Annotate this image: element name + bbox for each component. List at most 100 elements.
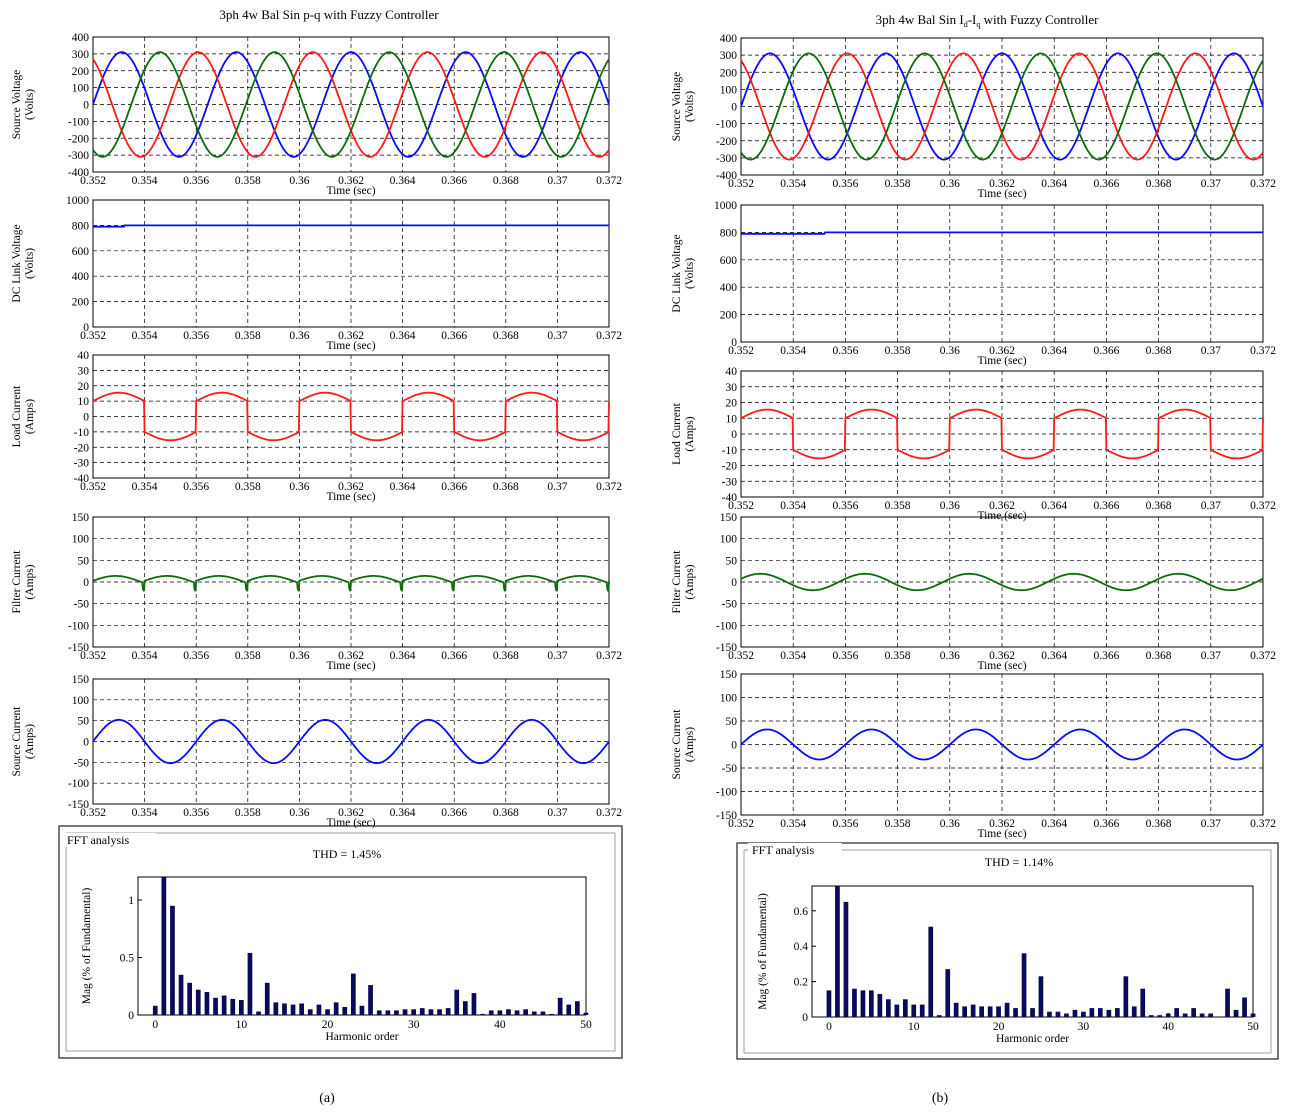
b-fft-bar-h32 bbox=[1098, 1008, 1103, 1017]
a-fft-plot: 0 10 20 30 40 50 1 0.5 0 Harmonic order Mag (% of … bbox=[81, 876, 592, 1043]
a-fft-bar-h39 bbox=[488, 1010, 494, 1015]
b-fft-xtick-label: 10 bbox=[908, 1021, 920, 1033]
b-fft-bar-h38 bbox=[1148, 1015, 1154, 1017]
b-dc-link-voltage-ytick-label: 600 bbox=[720, 255, 738, 267]
a-load-current-xtick-label: 0.36 bbox=[289, 481, 309, 493]
b-source-voltage-ytick-label: 0 bbox=[731, 102, 737, 114]
b-fft-ytick-label: 0 bbox=[802, 1012, 808, 1024]
a-dc-link-voltage-xtick-label: 0.36 bbox=[289, 330, 309, 342]
a-load-current-xtick-label: 0.364 bbox=[390, 481, 416, 493]
a-fft-ytick-label: 0.5 bbox=[120, 953, 135, 965]
a-source-voltage-xtick-label: 0.368 bbox=[493, 175, 519, 187]
b-fft-ytick-label: 0.4 bbox=[794, 941, 809, 953]
panel-a-fft-box: FFT analysis THD = 1.45% bbox=[58, 825, 623, 1059]
b-fft-xtick-label: 30 bbox=[1078, 1021, 1090, 1033]
b-load-current-ytick-label: 40 bbox=[726, 366, 738, 378]
b-fft-xtick-label: 40 bbox=[1162, 1021, 1174, 1033]
a-fft-bar-h14 bbox=[273, 1002, 279, 1015]
b-source-current-ylabel: Source Current(Amps) bbox=[671, 709, 696, 780]
a-source-current-xtick-label: 0.366 bbox=[441, 807, 467, 819]
a-dc-link-voltage-ytick-label: 800 bbox=[72, 220, 90, 232]
b-filter-current-xtick-label: 0.364 bbox=[1041, 650, 1067, 662]
a-source-current-ytick-label: -50 bbox=[74, 757, 90, 769]
a-filter-current-xtick-label: 0.37 bbox=[547, 650, 567, 662]
a-load-current-plot: 0.352 0.354 0.356 0.358 0.36 0.362 0.364 0.366 0… bbox=[11, 350, 622, 503]
b-load-current-xtick-label: 0.372 bbox=[1250, 500, 1276, 512]
a-fft-bar-h47 bbox=[557, 997, 563, 1016]
a-filter-current-xtick-label: 0.362 bbox=[338, 650, 364, 662]
a-load-current-xtick-label: 0.358 bbox=[235, 481, 261, 493]
b-filter-current-ytick-label: 50 bbox=[726, 555, 738, 567]
a-filter-current-ytick-label: -100 bbox=[68, 620, 89, 632]
b-load-current-series-red bbox=[740, 408, 1264, 460]
a-fft-bar-h20 bbox=[325, 1009, 330, 1016]
a-dc-link-voltage-ytick-label: 400 bbox=[72, 271, 90, 283]
b-filter-current-xtick-label: 0.354 bbox=[780, 650, 806, 662]
a-load-current-ytick-label: 30 bbox=[78, 365, 90, 377]
a-fft-bar-h41 bbox=[506, 1009, 511, 1016]
a-source-current-xtick-label: 0.37 bbox=[547, 807, 567, 819]
a-source-voltage-ytick-label: 0 bbox=[83, 100, 89, 112]
b-fft-bar-h21 bbox=[1004, 1002, 1010, 1017]
b-load-current-ytick-label: -30 bbox=[722, 476, 738, 488]
b-fft-bar-h11 bbox=[919, 1004, 925, 1017]
b-fft-bar-h14 bbox=[945, 969, 951, 1017]
b-load-current-ytick-label: 20 bbox=[726, 398, 738, 410]
b-fft-bar-h35 bbox=[1123, 976, 1129, 1017]
b-load-current-xtick-label: 0.358 bbox=[885, 500, 911, 512]
a-fft-bar-h15 bbox=[282, 1003, 287, 1015]
a-source-current-ytick-label: 0 bbox=[83, 737, 89, 749]
b-source-voltage-xtick-label: 0.368 bbox=[1146, 178, 1172, 190]
a-filter-current-xtick-label: 0.356 bbox=[183, 650, 209, 662]
a-load-current-ylabel-line: Load Current bbox=[11, 385, 23, 447]
b-fft-bar-h39 bbox=[1157, 1015, 1163, 1017]
a-fft-bar-h0 bbox=[152, 1005, 158, 1015]
a-fft-bar-h40 bbox=[497, 1010, 503, 1015]
a-filter-current-plot: 0.352 0.354 0.356 0.358 0.36 0.362 0.364 0.366 0… bbox=[11, 512, 622, 672]
a-fft-bar-h34 bbox=[445, 1008, 451, 1015]
a-fft-bar-h11 bbox=[247, 952, 253, 1015]
b-filter-current-xtick-label: 0.37 bbox=[1201, 650, 1221, 662]
b-filter-current-plot: 0.352 0.354 0.356 0.358 0.36 0.362 0.364 0.366 0… bbox=[671, 512, 1276, 672]
a-source-current-plot: 0.352 0.354 0.356 0.358 0.36 0.362 0.364 0.366 0… bbox=[11, 674, 622, 829]
a-dc-link-voltage-ytick-label: 1000 bbox=[66, 195, 89, 207]
a-fft-bar-h22 bbox=[342, 1007, 348, 1015]
a-dc-link-voltage-series-blue bbox=[93, 224, 609, 228]
b-fft-bar-h17 bbox=[970, 1004, 976, 1017]
b-source-current-ytick-label: 100 bbox=[720, 693, 738, 705]
b-source-voltage-ytick-label: 100 bbox=[720, 84, 738, 96]
b-dc-link-voltage-xtick-label: 0.37 bbox=[1201, 345, 1221, 357]
a-dc-link-voltage-xtick-label: 0.364 bbox=[390, 330, 416, 342]
b-dc-link-voltage-ytick-label: 400 bbox=[720, 282, 738, 294]
b-fft-bar-h30 bbox=[1081, 1011, 1086, 1017]
b-source-voltage-plot: 0.352 0.354 0.356 0.358 0.36 0.362 0.364 0.366 0… bbox=[671, 33, 1276, 200]
a-fft-bar-h10 bbox=[239, 1000, 244, 1015]
b-load-current-xtick-label: 0.37 bbox=[1201, 500, 1221, 512]
b-fft-ytick-label: 0.2 bbox=[794, 977, 809, 989]
b-fft-bar-h10 bbox=[911, 1004, 917, 1017]
b-fft-bar-h49 bbox=[1242, 997, 1247, 1017]
panel-b-title-sub-d: d bbox=[964, 20, 968, 29]
b-source-current-ytick-label: 150 bbox=[720, 669, 738, 681]
a-dc-link-voltage-xtick-label: 0.356 bbox=[183, 330, 209, 342]
a-filter-current-xtick-label: 0.36 bbox=[289, 650, 309, 662]
b-dc-link-voltage-xtick-label: 0.364 bbox=[1041, 345, 1067, 357]
a-load-current-xtick-label: 0.37 bbox=[547, 481, 567, 493]
b-source-voltage-ytick-label: 200 bbox=[720, 67, 738, 79]
a-source-voltage-plot: 0.352 0.354 0.356 0.358 0.36 0.362 0.364 0.366 0… bbox=[11, 32, 622, 197]
b-filter-current-xtick-label: 0.352 bbox=[728, 650, 754, 662]
b-source-voltage-xtick-label: 0.364 bbox=[1041, 178, 1067, 190]
b-source-current-xtick-label: 0.364 bbox=[1041, 818, 1067, 830]
a-filter-current-ytick-label: -150 bbox=[68, 642, 89, 654]
a-fft-xtick-label: 0 bbox=[152, 1019, 158, 1031]
a-fft-bar-h4 bbox=[187, 982, 192, 1015]
b-source-current-ylabel-line: (Amps) bbox=[684, 727, 696, 762]
a-source-voltage-xtick-label: 0.36 bbox=[289, 175, 309, 187]
b-filter-current-xlabel: Time (sec) bbox=[977, 660, 1026, 672]
b-filter-current-xtick-label: 0.36 bbox=[940, 650, 960, 662]
a-fft-bar-h42 bbox=[514, 1010, 520, 1015]
b-fft-bar-h33 bbox=[1106, 1009, 1112, 1017]
a-source-voltage-xlabel: Time (sec) bbox=[326, 185, 375, 197]
b-dc-link-voltage-ylabel-line: DC Link Voltage bbox=[671, 234, 683, 312]
